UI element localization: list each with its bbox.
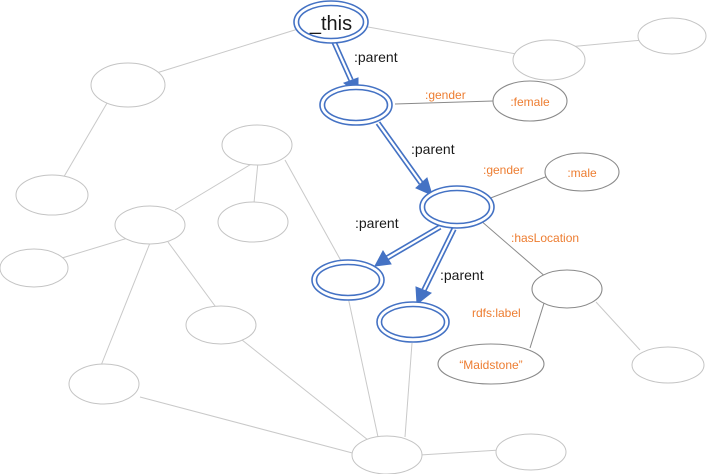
background-node xyxy=(221,124,293,166)
background-edges xyxy=(61,26,644,456)
female-node: :female xyxy=(492,80,568,122)
gender-edge-label: :gender xyxy=(425,88,466,102)
parent-edge-label: :parent xyxy=(440,267,484,283)
parent-arrow xyxy=(415,227,457,305)
male-node-label: :male xyxy=(567,166,597,180)
background-node xyxy=(637,17,707,55)
background-node xyxy=(495,433,567,471)
background-node xyxy=(68,363,140,405)
parent-edge-label: :parent xyxy=(411,141,455,157)
maidstone-node: “Maidstone” xyxy=(437,343,545,385)
maidstone-node-label: “Maidstone” xyxy=(459,358,522,372)
parent-node-4 xyxy=(376,301,450,343)
property-edges xyxy=(394,100,549,349)
background-nodes xyxy=(0,17,707,474)
background-node xyxy=(351,435,423,474)
parent-edge-label: :parent xyxy=(355,215,399,231)
background-node xyxy=(114,205,186,245)
female-node-label: :female xyxy=(510,95,550,109)
has-location-edge-label: :hasLocation xyxy=(511,231,579,245)
location-node xyxy=(531,269,603,309)
gender-edge-label: :gender xyxy=(483,163,524,177)
background-node xyxy=(185,305,257,345)
background-node xyxy=(90,62,166,108)
this-node-label: _this xyxy=(309,13,352,35)
parent-arrow xyxy=(375,121,433,196)
this-node: _this xyxy=(293,0,369,44)
background-node xyxy=(631,346,705,384)
background-node xyxy=(512,39,586,81)
background-node xyxy=(15,174,89,216)
background-node xyxy=(0,248,69,288)
parent-edge-label: :parent xyxy=(354,49,398,65)
parent-node-2 xyxy=(419,185,495,229)
male-node: :male xyxy=(544,152,620,192)
parent-node-3 xyxy=(311,259,385,301)
parent-node-1 xyxy=(319,84,393,126)
rdfs-label-edge-label: rdfs:label xyxy=(472,306,521,320)
background-node xyxy=(217,201,289,243)
parent-arrow xyxy=(374,224,442,267)
